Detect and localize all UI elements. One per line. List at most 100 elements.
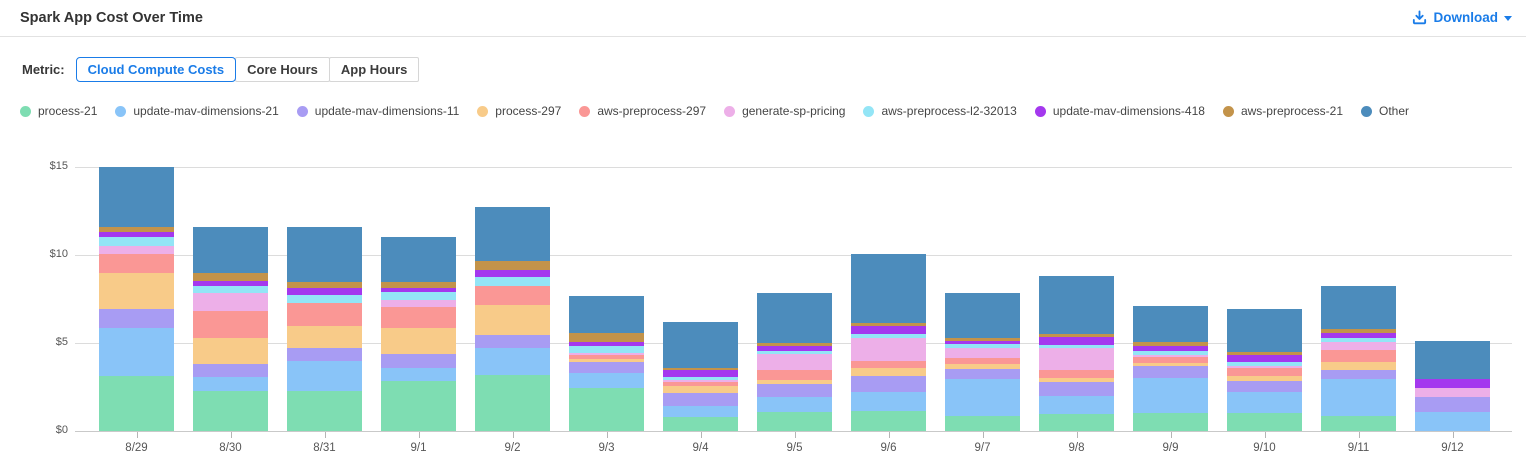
bar-segment[interactable] xyxy=(1039,381,1114,396)
bar-segment[interactable] xyxy=(1321,286,1396,330)
bar-segment[interactable] xyxy=(381,291,456,300)
bar-segment[interactable] xyxy=(287,361,362,392)
bar-segment[interactable] xyxy=(193,311,268,338)
bar-segment[interactable] xyxy=(1415,388,1490,398)
bar-segment[interactable] xyxy=(757,379,832,385)
bar-segment[interactable] xyxy=(1133,342,1208,347)
bar-segment[interactable] xyxy=(757,384,832,397)
bar-segment[interactable] xyxy=(381,306,456,329)
bar-segment[interactable] xyxy=(945,341,1020,345)
bar-segment[interactable] xyxy=(945,358,1020,365)
bar-segment[interactable] xyxy=(663,379,738,382)
bar-segment[interactable] xyxy=(1227,412,1302,431)
bar-segment[interactable] xyxy=(1039,369,1114,378)
bar-segment[interactable] xyxy=(1227,309,1302,352)
bar-segment[interactable] xyxy=(569,346,644,354)
bar-segment[interactable] xyxy=(287,226,362,283)
bar-segment[interactable] xyxy=(851,325,926,335)
bar-segment[interactable] xyxy=(569,358,644,363)
bar-segment[interactable] xyxy=(757,342,832,347)
bar-segment[interactable] xyxy=(1133,412,1208,431)
bar-segment[interactable] xyxy=(1321,329,1396,334)
bar-segment[interactable] xyxy=(851,367,926,376)
bar-segment[interactable] xyxy=(945,379,1020,416)
bar-segment[interactable] xyxy=(475,269,550,277)
bar-segment[interactable] xyxy=(287,391,362,431)
bar-segment[interactable] xyxy=(193,377,268,392)
bar-segment[interactable] xyxy=(1227,354,1302,363)
bar-segment[interactable] xyxy=(663,381,738,387)
bar-segment[interactable] xyxy=(1039,337,1114,346)
bar-segment[interactable] xyxy=(663,386,738,394)
bar-segment[interactable] xyxy=(193,337,268,365)
bar-segment[interactable] xyxy=(1039,345,1114,348)
bar-segment[interactable] xyxy=(381,328,456,355)
legend-item-generate-sp-pricing[interactable]: generate-sp-pricing xyxy=(724,104,845,118)
bar-segment[interactable] xyxy=(1227,351,1302,355)
bar-segment[interactable] xyxy=(1415,379,1490,389)
bar-segment[interactable] xyxy=(1321,379,1396,417)
bar-segment[interactable] xyxy=(1227,392,1302,413)
bar-segment[interactable] xyxy=(193,292,268,312)
bar-segment[interactable] xyxy=(851,361,926,368)
bar-segment[interactable] xyxy=(475,335,550,349)
bar-segment[interactable] xyxy=(193,285,268,293)
bar-segment[interactable] xyxy=(757,396,832,412)
bar-segment[interactable] xyxy=(757,346,832,351)
bar-segment[interactable] xyxy=(381,380,456,431)
bar-segment[interactable] xyxy=(381,299,456,307)
legend-item-aws-preprocess-297[interactable]: aws-preprocess-297 xyxy=(579,104,706,118)
bar-segment[interactable] xyxy=(1133,365,1208,379)
bar-segment[interactable] xyxy=(1415,411,1490,431)
bar-segment[interactable] xyxy=(1321,337,1396,342)
bar-segment[interactable] xyxy=(851,410,926,431)
bar-segment[interactable] xyxy=(945,344,1020,348)
bar-segment[interactable] xyxy=(1039,377,1114,382)
bar-segment[interactable] xyxy=(945,347,1020,359)
bar-segment[interactable] xyxy=(193,281,268,286)
bar-segment[interactable] xyxy=(475,261,550,270)
bar-segment[interactable] xyxy=(1039,414,1114,431)
bar-segment[interactable] xyxy=(287,348,362,362)
bar-segment[interactable] xyxy=(569,353,644,355)
legend-item-aws-preprocess-21[interactable]: aws-preprocess-21 xyxy=(1222,104,1343,118)
legend-item-update-mav-dimensions-21[interactable]: update-mav-dimensions-21 xyxy=(115,104,279,118)
bar-segment[interactable] xyxy=(1321,341,1396,351)
metric-option-core-hours[interactable]: Core Hours xyxy=(235,56,330,82)
bar-segment[interactable] xyxy=(193,226,268,274)
bar-segment[interactable] xyxy=(569,354,644,359)
bar-segment[interactable] xyxy=(381,237,456,283)
bar-segment[interactable] xyxy=(1133,351,1208,355)
bar-segment[interactable] xyxy=(569,333,644,343)
download-button[interactable]: Download xyxy=(1411,9,1512,26)
bar-segment[interactable] xyxy=(663,377,738,380)
bar-segment[interactable] xyxy=(99,254,174,273)
bar-segment[interactable] xyxy=(1133,346,1208,352)
bar-segment[interactable] xyxy=(569,296,644,334)
bar-segment[interactable] xyxy=(945,337,1020,342)
bar-segment[interactable] xyxy=(381,287,456,292)
bar-segment[interactable] xyxy=(663,370,738,378)
legend-item-process-21[interactable]: process-21 xyxy=(20,104,97,118)
bar-segment[interactable] xyxy=(851,254,926,323)
bar-segment[interactable] xyxy=(381,354,456,368)
bar-segment[interactable] xyxy=(1415,397,1490,412)
bar-segment[interactable] xyxy=(1321,333,1396,338)
bar-segment[interactable] xyxy=(569,387,644,431)
bar-segment[interactable] xyxy=(475,206,550,262)
bar-segment[interactable] xyxy=(1039,333,1114,338)
bar-segment[interactable] xyxy=(851,322,926,326)
bar-segment[interactable] xyxy=(1227,362,1302,366)
bar-segment[interactable] xyxy=(99,226,174,233)
bar-segment[interactable] xyxy=(1133,363,1208,366)
legend-item-process-297[interactable]: process-297 xyxy=(477,104,561,118)
bar-segment[interactable] xyxy=(475,285,550,306)
bar-segment[interactable] xyxy=(1133,356,1208,364)
bar-segment[interactable] xyxy=(1321,350,1396,362)
bar-segment[interactable] xyxy=(1227,365,1302,368)
bar-segment[interactable] xyxy=(1039,275,1114,334)
bar-segment[interactable] xyxy=(287,282,362,288)
bar-segment[interactable] xyxy=(1415,341,1490,380)
bar-segment[interactable] xyxy=(663,416,738,431)
bar-segment[interactable] xyxy=(569,362,644,373)
